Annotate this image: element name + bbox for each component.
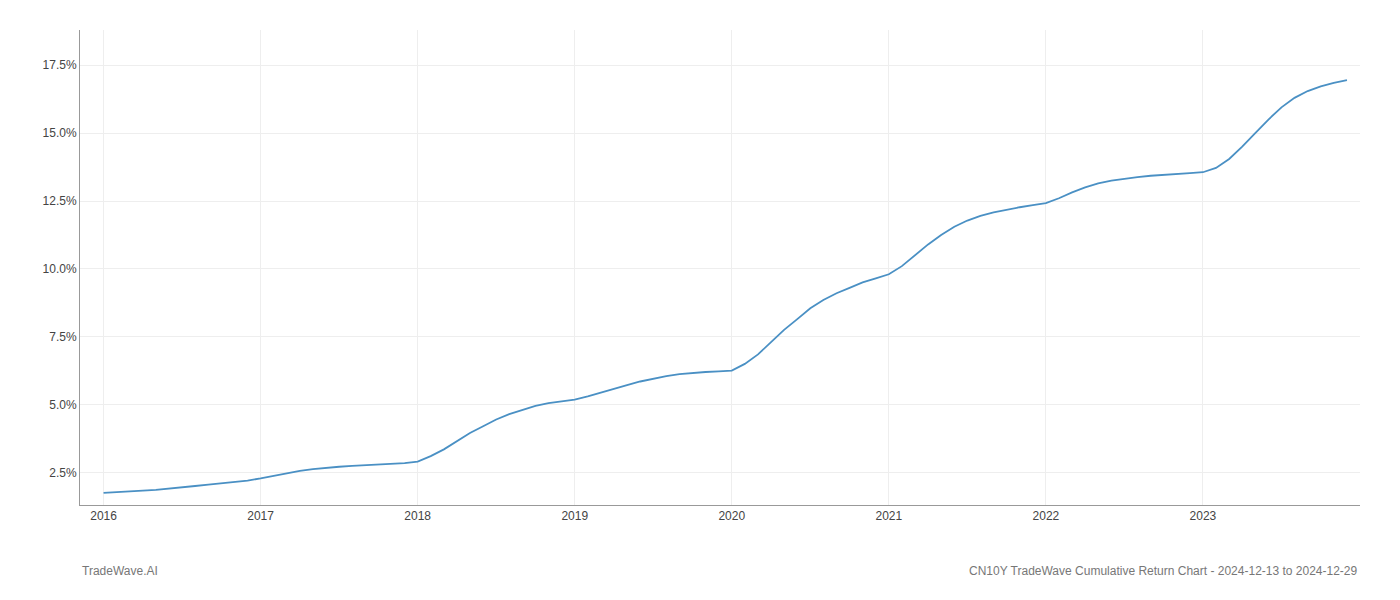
svg-text:7.5%: 7.5% [49, 330, 77, 344]
svg-text:2023: 2023 [1190, 509, 1217, 523]
svg-text:2021: 2021 [875, 509, 902, 523]
svg-text:15.0%: 15.0% [43, 126, 77, 140]
svg-text:2016: 2016 [90, 509, 117, 523]
svg-text:12.5%: 12.5% [43, 194, 77, 208]
svg-text:2019: 2019 [561, 509, 588, 523]
svg-text:CN10Y TradeWave Cumulative Ret: CN10Y TradeWave Cumulative Return Chart … [969, 564, 1358, 578]
svg-text:2018: 2018 [404, 509, 431, 523]
svg-text:2020: 2020 [718, 509, 745, 523]
svg-text:5.0%: 5.0% [49, 398, 77, 412]
svg-text:2022: 2022 [1033, 509, 1060, 523]
svg-text:TradeWave.AI: TradeWave.AI [82, 564, 158, 578]
svg-text:10.0%: 10.0% [43, 262, 77, 276]
svg-text:2.5%: 2.5% [49, 466, 77, 480]
svg-text:17.5%: 17.5% [43, 58, 77, 72]
svg-text:2017: 2017 [247, 509, 274, 523]
